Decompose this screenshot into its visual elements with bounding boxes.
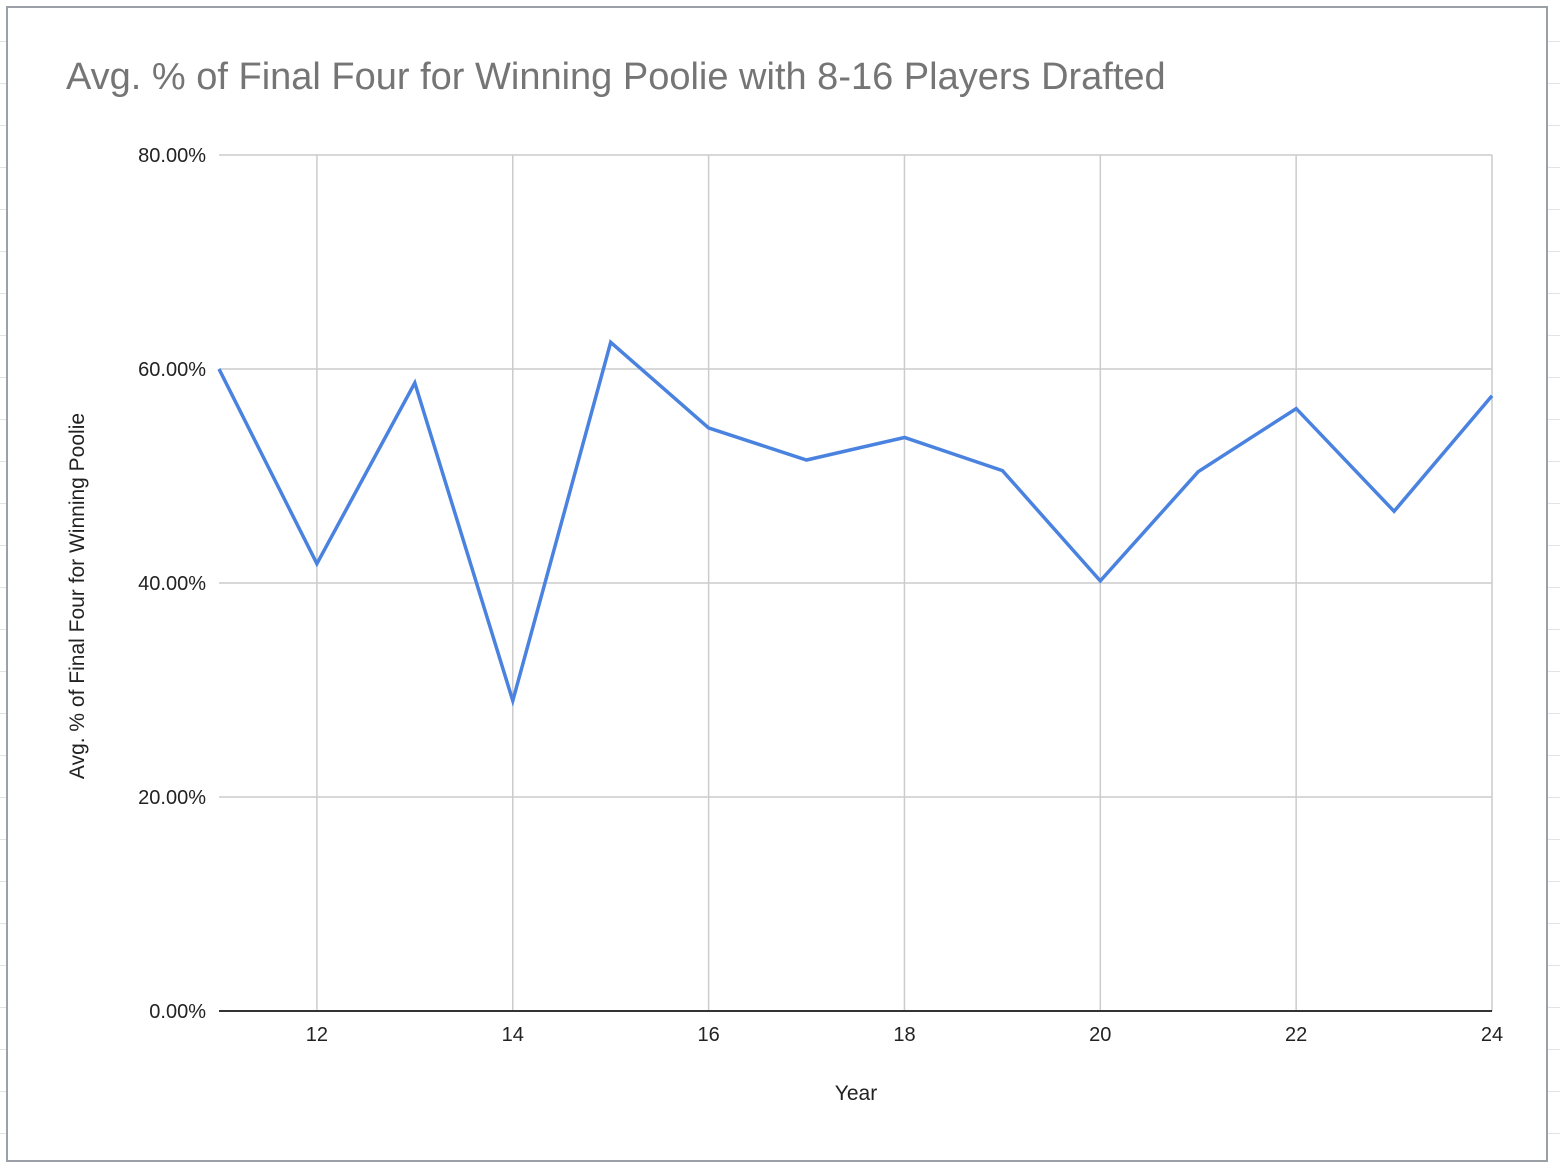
x-tick-label: 16: [697, 1024, 719, 1046]
y-axis-title: Avg. % of Final Four for Winning Poolie: [66, 413, 89, 779]
chart-title: Avg. % of Final Four for Winning Poolie …: [66, 56, 1166, 98]
x-tick-label: 14: [502, 1024, 524, 1046]
chart-frame[interactable]: [6, 6, 1548, 1162]
series-layer: [217, 339, 1494, 707]
y-tick-label: 60.00%: [138, 359, 206, 381]
series-line: [217, 339, 1494, 707]
x-tick-label: 22: [1285, 1024, 1307, 1046]
y-tick-label: 0.00%: [149, 1001, 206, 1023]
y-tick-label: 20.00%: [138, 787, 206, 809]
gridlines: [219, 154, 1493, 1011]
tick-labels: 0.00% 20.00% 40.00% 60.00% 80.00% 12 14 16 18 20 2…: [138, 145, 1503, 1046]
x-tick-label: 20: [1089, 1024, 1111, 1046]
y-tick-label: 40.00%: [138, 573, 206, 595]
x-axis-title: Year: [835, 1082, 877, 1105]
x-tick-label: 24: [1481, 1024, 1503, 1046]
x-tick-label: 18: [893, 1024, 915, 1046]
y-tick-label: 80.00%: [138, 145, 206, 167]
x-tick-label: 12: [306, 1024, 328, 1046]
